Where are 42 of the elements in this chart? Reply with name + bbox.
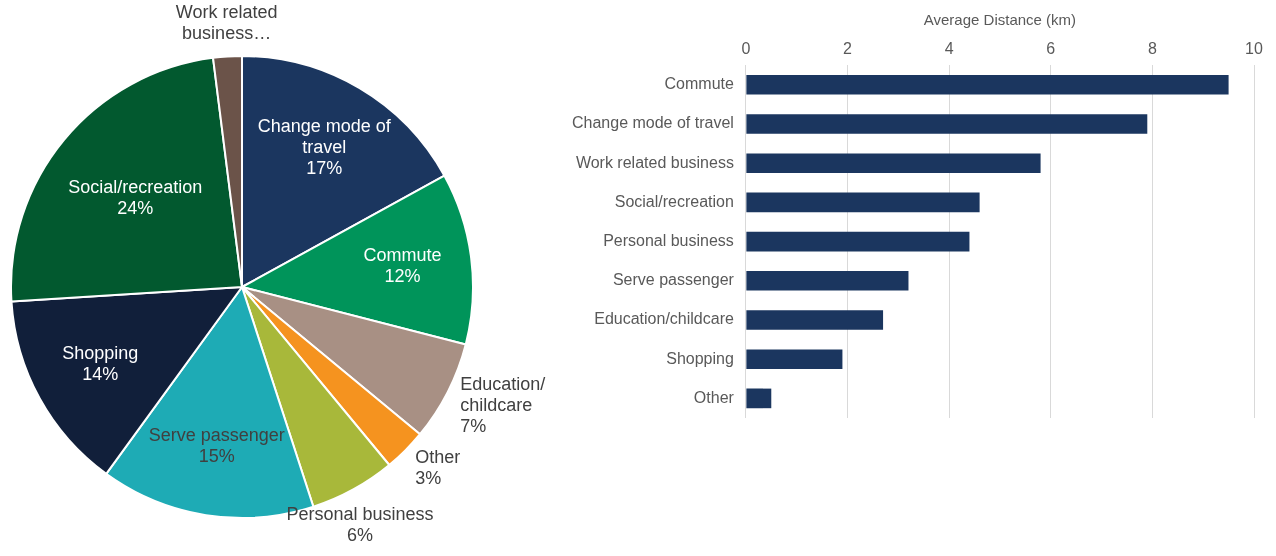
data-label: 17% — [306, 157, 343, 178]
y-tick-label: Shopping — [666, 349, 734, 367]
slice-label: Social/recreation — [68, 177, 203, 198]
data-label: 6% — [347, 524, 374, 545]
x-tick-label: 8 — [1147, 40, 1157, 58]
bar — [746, 271, 909, 291]
slice-label: Personal business — [286, 503, 434, 524]
bar — [746, 349, 843, 369]
slice-label: Change mode of travel — [257, 115, 392, 157]
bar — [746, 114, 1148, 134]
bar — [746, 231, 970, 252]
y-tick-label: Personal business — [603, 232, 734, 250]
data-label: 15% — [198, 446, 235, 467]
data-label: 14% — [82, 364, 119, 385]
y-tick-label: Education/childcare — [594, 310, 734, 328]
slice-label: Other — [415, 446, 461, 467]
bar — [746, 310, 884, 330]
data-label: 7% — [460, 416, 487, 437]
slice-label: Serve passenger — [148, 425, 285, 446]
bar — [746, 388, 772, 409]
slice-label: Shopping — [62, 343, 139, 364]
data-label: 24% — [117, 198, 154, 219]
slice-label: Work related business… — [175, 2, 278, 44]
slice-label: Commute — [363, 245, 442, 266]
y-tick-label: Change mode of travel — [572, 114, 734, 132]
data-label: 3% — [415, 467, 442, 488]
x-tick-label: 2 — [843, 40, 853, 58]
bar — [746, 75, 1229, 95]
bar — [746, 153, 1041, 173]
y-tick-label: Commute — [664, 75, 734, 93]
x-tick-label: 6 — [1046, 40, 1056, 58]
data-label: 12% — [384, 266, 421, 287]
x-axis-title: Average Distance (km) — [923, 11, 1077, 29]
x-tick-label: 0 — [741, 40, 751, 58]
y-tick-label: Other — [693, 388, 735, 406]
x-tick-label: 10 — [1245, 40, 1263, 58]
slice-label: Education/ childcare — [460, 374, 546, 416]
bar — [746, 192, 980, 213]
y-tick-label: Serve passenger — [612, 271, 735, 289]
y-tick-label: Social/recreation — [614, 192, 734, 210]
x-tick-label: 4 — [944, 40, 954, 58]
y-tick-label: Work related business — [575, 153, 734, 171]
